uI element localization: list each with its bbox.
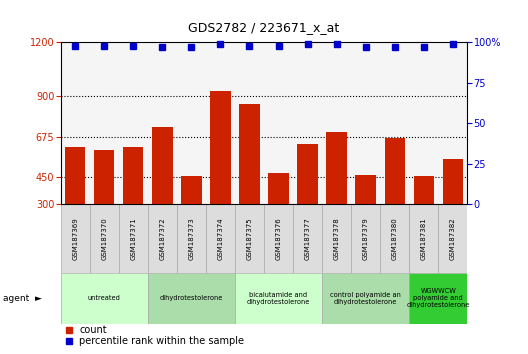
Bar xyxy=(355,175,376,258)
Text: GSM187371: GSM187371 xyxy=(130,217,136,260)
Bar xyxy=(148,273,235,324)
Text: GSM187381: GSM187381 xyxy=(421,217,427,260)
Bar xyxy=(326,132,347,258)
Bar xyxy=(322,204,351,273)
Bar xyxy=(177,204,206,273)
Text: WGWWCW
polyamide and
dihydrotestolerone: WGWWCW polyamide and dihydrotestolerone xyxy=(407,289,470,308)
Bar xyxy=(293,204,322,273)
Text: agent  ►: agent ► xyxy=(3,294,42,303)
Bar xyxy=(119,204,148,273)
Text: GSM187375: GSM187375 xyxy=(247,217,252,260)
Text: bicalutamide and
dihydrotestolerone: bicalutamide and dihydrotestolerone xyxy=(247,292,310,305)
Text: GSM187377: GSM187377 xyxy=(305,217,310,260)
Bar xyxy=(322,273,409,324)
Bar xyxy=(409,204,438,273)
Bar xyxy=(442,159,463,258)
Bar xyxy=(384,138,405,258)
Bar xyxy=(235,273,322,324)
Text: count: count xyxy=(79,325,107,335)
Text: GSM187376: GSM187376 xyxy=(276,217,281,260)
Bar xyxy=(90,204,119,273)
Bar xyxy=(94,150,115,258)
Bar xyxy=(438,204,467,273)
Bar xyxy=(268,173,289,258)
Bar xyxy=(297,144,318,258)
Bar xyxy=(181,176,202,258)
Text: untreated: untreated xyxy=(88,296,121,302)
Text: control polyamide an
dihydrotestolerone: control polyamide an dihydrotestolerone xyxy=(330,292,401,305)
Bar xyxy=(61,204,90,273)
Bar xyxy=(148,204,177,273)
Bar xyxy=(152,127,173,258)
Bar xyxy=(123,147,144,258)
Bar xyxy=(380,204,409,273)
Text: GSM187379: GSM187379 xyxy=(363,217,369,260)
Text: GSM187370: GSM187370 xyxy=(101,217,107,260)
Text: GSM187380: GSM187380 xyxy=(392,217,398,260)
Text: GSM187372: GSM187372 xyxy=(159,217,165,260)
Text: GSM187382: GSM187382 xyxy=(450,217,456,260)
Bar xyxy=(351,204,380,273)
Text: GSM187369: GSM187369 xyxy=(72,217,78,260)
Bar xyxy=(409,273,467,324)
Bar xyxy=(206,204,235,273)
Text: percentile rank within the sample: percentile rank within the sample xyxy=(79,336,244,346)
Text: GDS2782 / 223671_x_at: GDS2782 / 223671_x_at xyxy=(188,21,340,34)
Bar xyxy=(235,204,264,273)
Bar xyxy=(264,204,293,273)
Bar xyxy=(239,104,260,258)
Text: GSM187374: GSM187374 xyxy=(218,217,223,260)
Text: GSM187378: GSM187378 xyxy=(334,217,340,260)
Bar xyxy=(413,176,434,258)
Bar xyxy=(61,273,148,324)
Bar xyxy=(65,147,86,258)
Text: dihydrotestolerone: dihydrotestolerone xyxy=(159,296,223,302)
Text: GSM187373: GSM187373 xyxy=(188,217,194,260)
Bar xyxy=(210,91,231,258)
